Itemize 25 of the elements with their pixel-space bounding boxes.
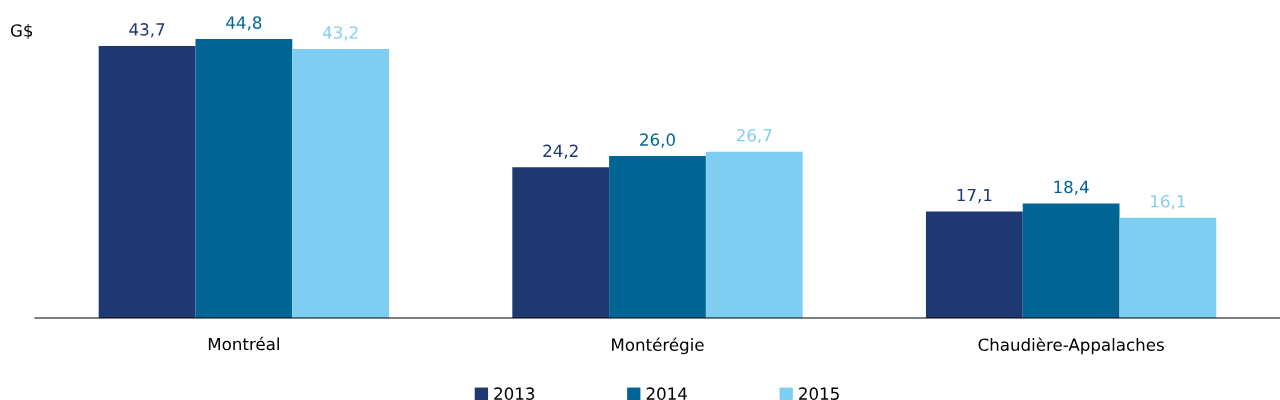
y-axis-title: G$ bbox=[10, 23, 33, 40]
x-tick-label: Chaudière-Appalaches bbox=[978, 337, 1164, 355]
data-label: 43,7 bbox=[129, 23, 165, 38]
data-label: 26,7 bbox=[736, 128, 772, 144]
data-label: 17,1 bbox=[957, 188, 992, 204]
bar bbox=[705, 151, 803, 318]
x-tick-label: Montérégie bbox=[612, 337, 704, 355]
data-label: 26,0 bbox=[640, 133, 675, 148]
legend-label: 2014 bbox=[646, 387, 687, 400]
legend-label: 2015 bbox=[799, 387, 839, 400]
bar bbox=[512, 167, 610, 318]
data-label: 43,2 bbox=[322, 26, 358, 41]
bar bbox=[609, 156, 706, 318]
bar bbox=[925, 211, 1023, 318]
data-label: 44,8 bbox=[226, 16, 262, 31]
bar bbox=[292, 49, 390, 318]
data-label: 18,4 bbox=[1054, 180, 1089, 195]
data-label: 16,1 bbox=[1151, 194, 1185, 210]
bar bbox=[1022, 203, 1120, 318]
bar bbox=[98, 45, 196, 318]
bar bbox=[1119, 217, 1217, 318]
data-label: 24,2 bbox=[543, 144, 578, 159]
legend-label: 2013 bbox=[494, 387, 535, 400]
x-tick-label: Montréal bbox=[208, 336, 279, 351]
bar bbox=[195, 39, 293, 318]
